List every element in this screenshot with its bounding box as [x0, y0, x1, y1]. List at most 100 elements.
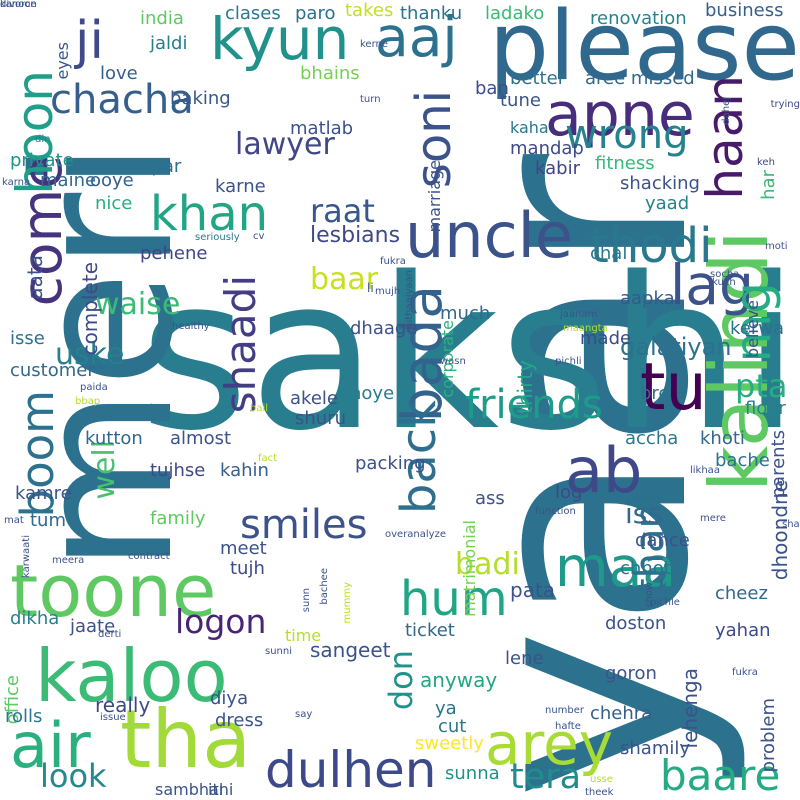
- cloud-word: chacha: [50, 77, 194, 123]
- cloud-word: bachee: [319, 568, 330, 605]
- cloud-word: shaadi: [216, 275, 265, 414]
- cloud-word: socha: [710, 269, 740, 280]
- cloud-word: thirty: [513, 360, 537, 414]
- cloud-word: kerwa: [730, 318, 785, 339]
- cloud-word: bhains: [300, 63, 360, 84]
- cloud-word: tum: [30, 510, 66, 531]
- cloud-word: apne: [545, 80, 695, 150]
- cloud-word: sunn: [301, 588, 312, 613]
- cloud-word: complete: [78, 262, 102, 356]
- cloud-word: karna: [2, 177, 31, 188]
- cloud-word: maa: [555, 535, 676, 599]
- cloud-word: kaha: [510, 118, 549, 137]
- cloud-word: dance: [635, 530, 690, 551]
- cloud-word: love: [100, 63, 138, 84]
- cloud-word: thodi: [590, 218, 713, 274]
- cloud-word: li: [367, 281, 374, 295]
- cloud-word: mummy: [342, 582, 353, 624]
- cloud-word: sweetly: [415, 733, 484, 754]
- cloud-word: mujh: [375, 286, 401, 297]
- cloud-word: sha: [782, 519, 800, 530]
- cloud-word: isse: [10, 328, 45, 349]
- cloud-word: arey: [485, 710, 614, 778]
- cloud-word: doston: [605, 613, 667, 634]
- cloud-word: accha: [625, 428, 679, 449]
- cloud-word: keh: [757, 157, 775, 168]
- cloud-word: jaanam: [560, 309, 598, 320]
- cloud-word: dhaage: [350, 318, 418, 339]
- cloud-word: divorce: [0, 0, 37, 10]
- cloud-word: cv: [253, 231, 265, 242]
- cloud-word: matlab: [290, 118, 354, 139]
- cloud-word: khan: [150, 186, 269, 242]
- cloud-word: air: [10, 709, 91, 782]
- cloud-word: tune: [500, 90, 541, 111]
- cloud-word: time: [285, 626, 322, 645]
- cloud-word: say: [295, 709, 313, 720]
- cloud-word: rolls: [5, 706, 43, 727]
- cloud-word: bail: [250, 403, 269, 414]
- cloud-word: number: [545, 705, 585, 716]
- cloud-word: log: [555, 482, 583, 503]
- cloud-word: din: [35, 134, 51, 145]
- cloud-word: tujhse: [150, 460, 206, 481]
- cloud-word: pichli: [555, 356, 582, 367]
- cloud-word: kanoon: [0, 0, 37, 10]
- cloud-word: maangta: [563, 323, 608, 334]
- cloud-word: mithaaiyaan: [404, 270, 415, 333]
- cloud-word: meera: [52, 555, 85, 566]
- cloud-word: kahin: [220, 460, 269, 481]
- cloud-word: almost: [170, 428, 232, 449]
- cloud-word: smiles: [240, 502, 368, 548]
- cloud-word: akele: [290, 388, 338, 409]
- cloud-word: made: [580, 328, 632, 349]
- cloud-word: fitness: [595, 153, 655, 174]
- cloud-word: sunni: [265, 646, 293, 657]
- cloud-word: bache: [715, 450, 770, 471]
- cloud-word: derti: [98, 629, 122, 640]
- cloud-word: upar: [140, 156, 182, 177]
- cloud-word: matrimonial: [460, 520, 479, 617]
- cloud-word: pehene: [140, 243, 208, 264]
- cloud-word: shuru: [295, 408, 347, 429]
- cloud-word: moti: [765, 241, 788, 252]
- cloud-word: itni: [208, 780, 234, 799]
- cloud-word: kaloo: [35, 634, 228, 718]
- cloud-word: lag: [670, 253, 754, 317]
- cloud-word: cut: [438, 716, 467, 737]
- cloud-word: paida: [80, 382, 108, 393]
- cloud-word: ass: [475, 488, 505, 509]
- cloud-word: india: [140, 8, 184, 29]
- cloud-word: chehra: [590, 703, 653, 724]
- cloud-word: waise: [95, 287, 181, 322]
- cloud-word: trying: [770, 99, 800, 110]
- cloud-word: karwaati: [21, 535, 32, 578]
- cloud-word: dikha: [10, 608, 60, 629]
- cloud-word: likhaa: [690, 465, 720, 476]
- cloud-word: shamily: [620, 738, 691, 759]
- cloud-word: lehenga: [678, 668, 702, 749]
- cloud-word: ticket: [405, 620, 455, 641]
- cloud-word: kamre: [15, 483, 72, 504]
- cloud-word: seriously: [195, 232, 240, 243]
- cloud-word: wrong: [565, 112, 689, 158]
- cloud-word: really: [95, 693, 151, 717]
- cloud-word: goron: [605, 663, 657, 684]
- cloud-word: tujh: [230, 558, 265, 579]
- cloud-word: eyes: [53, 42, 72, 80]
- cloud-word: paro: [295, 3, 336, 24]
- cloud-word: family: [150, 508, 206, 529]
- cloud-word: mat: [4, 515, 24, 526]
- cloud-word: healthy: [172, 321, 210, 332]
- cloud-word: iss: [625, 497, 662, 530]
- cloud-word: nice: [95, 193, 133, 214]
- cloud-word: pta: [735, 367, 788, 405]
- cloud-word: bro: [640, 383, 670, 404]
- cloud-word: chal: [590, 243, 628, 264]
- cloud-word: contract: [128, 551, 170, 562]
- cloud-word: baking: [170, 88, 231, 109]
- cloud-word: sunna: [445, 763, 500, 784]
- cloud-word: aaj: [375, 5, 458, 69]
- cloud-word: meet: [220, 538, 267, 559]
